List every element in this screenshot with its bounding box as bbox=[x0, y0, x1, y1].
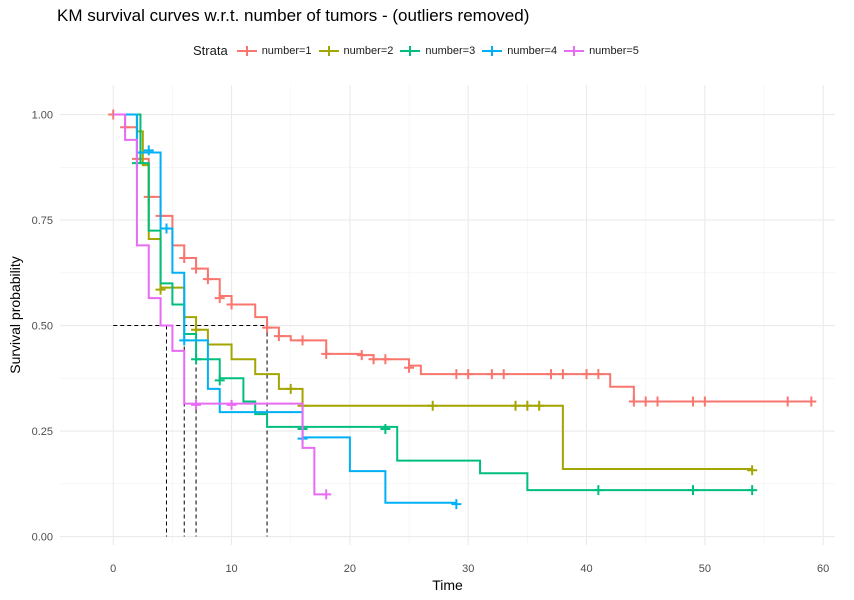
censor-mark-2 bbox=[522, 400, 533, 411]
censor-mark-1 bbox=[273, 331, 284, 342]
censor-mark-3 bbox=[214, 375, 225, 386]
km-curve-5 bbox=[113, 113, 327, 496]
legend-item-2: number=2 bbox=[318, 44, 394, 58]
censor-mark-1 bbox=[368, 354, 379, 365]
x-tick-label: 50 bbox=[699, 563, 711, 575]
legend-label-2: number=2 bbox=[343, 44, 394, 57]
legend-item-4: number=4 bbox=[481, 44, 557, 58]
censor-mark-3 bbox=[688, 485, 699, 496]
legend-key-3 bbox=[400, 45, 421, 56]
legend: Strata number=1 number=2 number=3 number… bbox=[193, 43, 645, 58]
x-tick-label: 30 bbox=[462, 563, 474, 575]
censor-mark-1 bbox=[226, 299, 237, 310]
legend-key-4 bbox=[482, 45, 503, 56]
censor-mark-3 bbox=[191, 354, 202, 365]
censor-mark-4 bbox=[143, 145, 154, 156]
censor-mark-1 bbox=[191, 263, 202, 274]
censor-mark-1 bbox=[179, 253, 190, 264]
censor-mark-2 bbox=[155, 284, 166, 295]
censor-mark-2 bbox=[534, 400, 545, 411]
censor-mark-2 bbox=[747, 465, 758, 476]
censor-mark-1 bbox=[214, 293, 225, 304]
censor-mark-4 bbox=[161, 223, 172, 234]
censor-mark-5 bbox=[226, 399, 237, 410]
censor-mark-5 bbox=[191, 399, 202, 410]
censor-mark-1 bbox=[628, 396, 639, 407]
km-curve-4 bbox=[113, 113, 457, 504]
censor-mark-1 bbox=[546, 369, 557, 380]
censor-mark-1 bbox=[688, 396, 699, 407]
chart-title: KM survival curves w.r.t. number of tumo… bbox=[57, 6, 530, 25]
censor-mark-2 bbox=[285, 383, 296, 394]
y-tick-label: 1.00 bbox=[32, 110, 53, 122]
censor-mark-1 bbox=[581, 369, 592, 380]
legend-title: Strata bbox=[193, 43, 228, 58]
censor-mark-1 bbox=[486, 369, 497, 380]
censor-mark-1 bbox=[463, 369, 474, 380]
censor-mark-1 bbox=[640, 396, 651, 407]
legend-key-5 bbox=[564, 45, 585, 56]
legend-label-4: number=4 bbox=[507, 44, 558, 57]
censor-mark-2 bbox=[427, 400, 438, 411]
legend-item-3: number=3 bbox=[399, 44, 475, 58]
x-tick-label: 20 bbox=[344, 563, 356, 575]
censor-mark-1 bbox=[380, 354, 391, 365]
legend-label-3: number=3 bbox=[425, 44, 476, 57]
censor-mark-1 bbox=[557, 369, 568, 380]
censor-mark-1 bbox=[498, 369, 509, 380]
x-tick-label: 0 bbox=[110, 563, 116, 575]
y-tick-label: 0.00 bbox=[32, 532, 53, 544]
x-tick-label: 40 bbox=[580, 563, 592, 575]
censor-mark-1 bbox=[321, 348, 332, 359]
censor-mark-3 bbox=[380, 423, 391, 434]
legend-key-1 bbox=[236, 45, 257, 56]
legend-item-5: number=5 bbox=[563, 44, 639, 58]
censor-mark-1 bbox=[699, 396, 710, 407]
x-tick-label: 60 bbox=[817, 563, 829, 575]
legend-label-1: number=1 bbox=[261, 44, 312, 57]
y-tick-label: 0.50 bbox=[32, 321, 53, 333]
censor-mark-3 bbox=[747, 485, 758, 496]
legend-item-1: number=1 bbox=[236, 44, 312, 58]
censor-mark-1 bbox=[652, 396, 663, 407]
censor-mark-1 bbox=[451, 369, 462, 380]
censor-mark-4 bbox=[451, 499, 462, 510]
censor-mark-5 bbox=[321, 489, 332, 500]
censor-mark-3 bbox=[593, 485, 604, 496]
y-tick-label: 0.75 bbox=[32, 215, 53, 227]
legend-key-2 bbox=[318, 45, 339, 56]
censor-mark-2 bbox=[510, 400, 521, 411]
x-tick-label: 10 bbox=[225, 563, 237, 575]
legend-label-5: number=5 bbox=[589, 44, 639, 57]
y-axis-label: Survival probability bbox=[7, 256, 23, 374]
censor-mark-1 bbox=[593, 369, 604, 380]
y-tick-label: 0.25 bbox=[32, 426, 53, 438]
censor-mark-4 bbox=[179, 335, 190, 346]
km-curve-3 bbox=[113, 113, 753, 492]
censor-mark-1 bbox=[262, 322, 273, 333]
x-axis-label: Time bbox=[432, 577, 463, 593]
censor-mark-1 bbox=[404, 362, 415, 373]
km-curve-2 bbox=[113, 113, 753, 471]
censor-mark-1 bbox=[297, 335, 308, 346]
censor-mark-1 bbox=[202, 274, 213, 285]
censor-mark-1 bbox=[356, 350, 367, 361]
censor-mark-1 bbox=[806, 396, 817, 407]
censor-mark-1 bbox=[782, 396, 793, 407]
